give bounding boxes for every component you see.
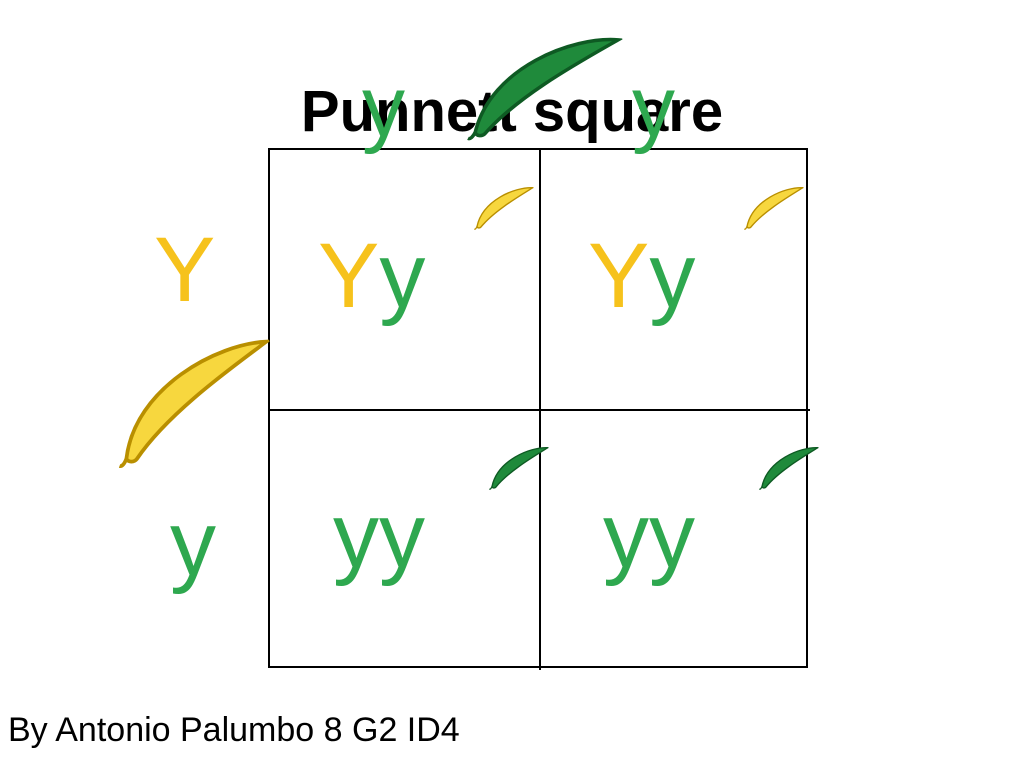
allele-1: Y (588, 230, 649, 322)
pea-pod-yellow-icon (89, 323, 293, 471)
parent-allele-top_left: y (362, 64, 405, 150)
allele-2: y (379, 230, 425, 322)
allele-2: y (649, 230, 695, 322)
allele-2: y (649, 490, 695, 582)
allele-1: Y (318, 230, 379, 322)
allele-1: y (603, 490, 649, 582)
genotype-br: yy (603, 490, 695, 582)
parent-allele-side_top: Y (154, 224, 215, 316)
grid-divider-horizontal (270, 409, 810, 411)
genotype-bl: yy (333, 490, 425, 582)
byline: By Antonio Palumbo 8 G2 ID4 (8, 711, 460, 750)
parent-allele-side_bottom: y (170, 498, 216, 590)
genotype-tr: Yy (588, 230, 695, 322)
allele-2: y (379, 490, 425, 582)
genotype-tl: Yy (318, 230, 425, 322)
allele-1: y (333, 490, 379, 582)
parent-allele-top_right: y (632, 64, 675, 150)
